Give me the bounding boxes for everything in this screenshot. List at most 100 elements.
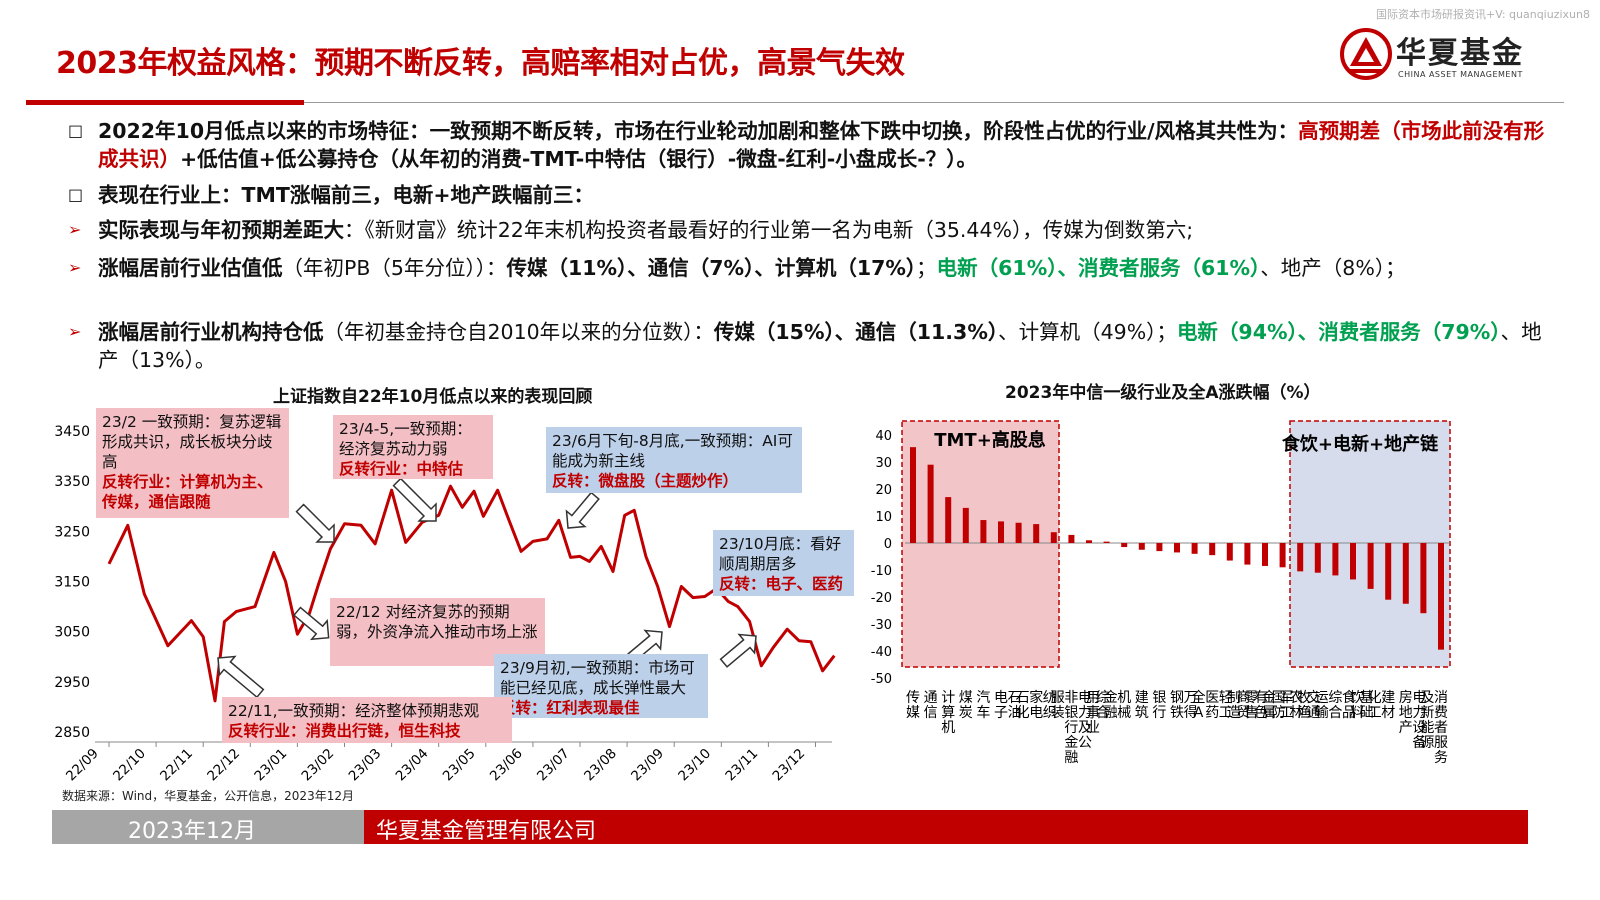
- annotation-22-11: 22/11,一致预期：经济整体预期悲观 反转行业：消费出行链，恒生科技: [222, 697, 512, 743]
- category-label: 综合金融: [1096, 690, 1118, 721]
- category-label: 汽车: [976, 690, 990, 721]
- bar: [1402, 543, 1409, 604]
- bar: [1385, 543, 1392, 600]
- bullet-market-features: □ 2022年10月低点以来的市场特征：一致预期不断反转，市场在行业轮动加剧和整…: [58, 117, 1558, 173]
- y-tick-label: -10: [871, 564, 892, 579]
- bar: [1420, 543, 1427, 614]
- category-label: 纺织服装: [1043, 690, 1065, 721]
- bar: [1138, 543, 1145, 550]
- annotation-23-2: 23/2 一致预期：复苏逻辑形成共识，成长板块分歧高 反转行业：计算机为主、传媒…: [96, 408, 289, 518]
- bar: [1279, 543, 1286, 568]
- logo-subtitle: CHINA ASSET MANAGEMENT: [1398, 70, 1523, 79]
- arrow-bullet-icon: ➢: [68, 220, 82, 239]
- bullet4-top-gainers: 传媒（11%）、通信（7%）、计算机（17%）: [506, 256, 917, 280]
- bullet3-bold: 实际表现与年初预期差距大: [98, 218, 344, 242]
- bar: [910, 447, 916, 543]
- y-tick-label: 3050: [54, 625, 90, 641]
- bar: [945, 497, 952, 543]
- arrow-icon: [292, 606, 330, 641]
- bar: [1068, 534, 1075, 543]
- square-bullet-icon: □: [68, 121, 84, 140]
- category-label: 基础化工: [1360, 689, 1382, 721]
- watermark: 国际资本市场研报资讯+V: quanqiuzixun8: [1375, 8, 1590, 21]
- annotation-arrows: [217, 477, 757, 699]
- bar: [1332, 543, 1339, 576]
- arrow-icon: [719, 633, 757, 668]
- category-label: 国防军工: [1272, 690, 1294, 721]
- bar: [1226, 543, 1233, 561]
- bullet1-text: 2022年10月低点以来的市场特征：一致预期不断反转，市场在行业轮动加剧和整体下…: [98, 119, 1299, 143]
- bar: [1033, 524, 1040, 543]
- bar: [1015, 522, 1022, 543]
- category-label: 通信: [924, 690, 938, 721]
- annotation-text: 23/2 一致预期：复苏逻辑形成共识，成长板块分歧高: [102, 413, 282, 471]
- y-tick-label: -40: [871, 645, 892, 660]
- bullet5-green: 电新（94%）、消费者服务（79%）: [1176, 320, 1501, 344]
- category-label: 传媒: [906, 690, 920, 721]
- tmt-highlight-box: [901, 420, 1060, 668]
- y-tick-label: 0: [884, 537, 892, 552]
- bar: [1314, 543, 1321, 573]
- category-label: 综合: [1328, 690, 1342, 721]
- bar: [1121, 543, 1128, 548]
- annotation-text: 23/4-5,一致预期：经济复苏动力弱: [339, 420, 472, 458]
- bar: [1244, 543, 1251, 565]
- annotation-text: 22/11,一致预期：经济整体预期悲观: [228, 702, 480, 720]
- y-tick-label: 10: [875, 510, 892, 525]
- title-underline: [304, 102, 1564, 103]
- bar: [1174, 543, 1180, 553]
- y-tick-label: 20: [875, 483, 892, 498]
- annotation-reversal: 反转行业：计算机为主、传媒，通信跟随: [102, 473, 273, 511]
- bullet5-text: （年初基金持仓自2010年以来的分位数）：: [323, 320, 714, 344]
- bullet5-top-gainers: 传媒（15%）、通信（11.3%）: [713, 320, 999, 344]
- left-chart-title: 上证指数自22年10月低点以来的表现回顾: [273, 387, 593, 407]
- category-label: 农林牧渔: [1289, 690, 1311, 721]
- annotation-text: 23/9月初,一致预期：市场可能已经见底，成长弹性最大: [500, 659, 695, 697]
- bullet-holdings: ➢ 涨幅居前行业机构持仓低（年初基金持仓自2010年以来的分位数）：传媒（15%…: [58, 318, 1558, 374]
- index-series-line: [107, 484, 836, 703]
- arrow-bullet-icon: ➢: [68, 322, 82, 341]
- y-tick-label: -50: [871, 672, 892, 687]
- y-tick-label: 2950: [54, 675, 90, 691]
- bullet4-sep: ；: [916, 256, 937, 280]
- logo-emblem-icon: [1340, 28, 1392, 80]
- category-label: 计算机: [941, 690, 955, 736]
- y-tick-label: 3250: [54, 524, 90, 540]
- bullet1-highlight: 高预期差（市场此前没有形成共识）: [98, 119, 1545, 171]
- annotation-text: 23/10月底：看好顺周期居多: [719, 535, 842, 573]
- category-label: 食品饮料: [1342, 689, 1364, 721]
- bar: [1297, 543, 1304, 572]
- logo-name: 华夏基金: [1396, 36, 1524, 71]
- bullet4-text: （年初PB（5年分位））：: [282, 256, 507, 280]
- bullet2-text: 表现在行业上：TMT涨幅前三，电新+地产跌幅前三：: [98, 183, 595, 207]
- bullet1-tail: +低估值+低公募持仓（从年初的消费-TMT-中特估（银行）-微盘-红利-小盘成长…: [180, 147, 978, 171]
- category-label: 石油石化: [1008, 690, 1030, 721]
- category-label: 煤炭: [959, 690, 973, 721]
- y-tick-label: 3450: [54, 424, 90, 440]
- annotation-reversal: 反转行业：消费出行链，恒生科技: [228, 722, 461, 740]
- bullet3-text: ：《新财富》统计22年末机构投资者最看好的行业第一名为电新（35.44%），传媒…: [344, 218, 1194, 242]
- bullet5-bold: 涨幅居前行业机构持仓低: [98, 320, 324, 344]
- tmt-box-label: TMT+高股息: [934, 429, 1046, 451]
- category-label: 家电: [1029, 689, 1043, 721]
- y-tick-label: 3350: [54, 474, 90, 490]
- category-label: 非银行金融: [1064, 690, 1078, 766]
- annotation-text: 23/6月下旬-8月底,一致预期：AI可能成为新主线: [552, 432, 793, 470]
- annotation-reversal: 反转行业：中特估: [339, 460, 464, 478]
- bullet4-tail: 、地产（8%）；: [1260, 256, 1406, 280]
- data-source: 数据来源：Wind，华夏基金，公开信息，2023年12月: [62, 789, 354, 803]
- arrow-bullet-icon: ➢: [68, 258, 82, 277]
- bar: [1050, 532, 1057, 543]
- y-tick-label: -20: [871, 591, 892, 606]
- arrow-icon: [295, 503, 335, 543]
- bar: [1350, 543, 1356, 580]
- right-chart-title: 2023年中信一级行业及全A涨跌幅（%）: [1005, 383, 1321, 403]
- bar: [980, 520, 987, 543]
- bar: [998, 521, 1004, 543]
- bar: [1103, 541, 1110, 543]
- category-label: 建筑: [1135, 690, 1149, 721]
- annotation-23-10: 23/10月底：看好顺周期居多 反转：电子、医药: [713, 530, 854, 596]
- category-label: 万得全 A: [1184, 689, 1206, 721]
- y-tick-label: 2850: [54, 725, 90, 741]
- annotation-reversal: 反转：红利表现最佳: [500, 699, 640, 717]
